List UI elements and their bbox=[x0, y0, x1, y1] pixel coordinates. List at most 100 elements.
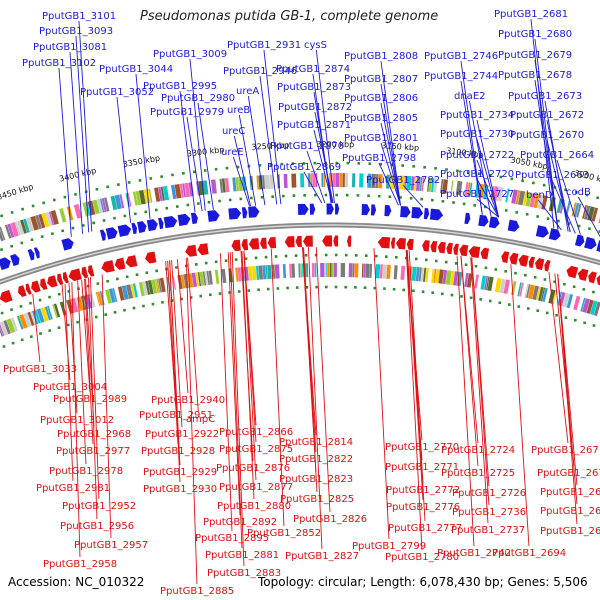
tick-mark bbox=[52, 198, 56, 202]
tick-mark bbox=[132, 306, 136, 310]
tick-mark bbox=[20, 241, 24, 245]
tick-mark bbox=[346, 161, 350, 165]
tick-mark bbox=[374, 254, 378, 258]
label-connector bbox=[556, 159, 581, 235]
gene-arrow bbox=[101, 260, 115, 273]
feature-block bbox=[52, 304, 58, 319]
feature-block bbox=[537, 194, 544, 209]
tick-mark bbox=[572, 285, 576, 289]
tick-mark bbox=[0, 214, 3, 218]
tick-mark bbox=[250, 196, 253, 200]
tick-mark bbox=[390, 163, 394, 167]
gene-label: PputGB1_2958 bbox=[43, 559, 117, 570]
gene-label: PputGB1_2798 bbox=[342, 153, 416, 164]
feature-block bbox=[423, 267, 427, 282]
tick-mark bbox=[431, 198, 434, 202]
feature-block bbox=[30, 311, 37, 325]
label-connector bbox=[308, 247, 323, 550]
tick-mark bbox=[197, 202, 200, 205]
feature-block bbox=[320, 263, 325, 278]
tick-mark bbox=[546, 217, 550, 220]
gene-arrow bbox=[377, 236, 391, 249]
gene-label: PputGB1_2875 bbox=[219, 444, 293, 455]
gene-label: PputGB1_2956 bbox=[60, 521, 134, 532]
tick-mark bbox=[260, 195, 264, 199]
gene-arrow bbox=[478, 214, 489, 227]
gene-arrow bbox=[207, 210, 220, 222]
gene-arrow bbox=[0, 289, 13, 303]
tick-mark bbox=[354, 254, 358, 257]
feature-block bbox=[289, 263, 292, 278]
gene-arrow bbox=[548, 228, 561, 241]
tick-mark bbox=[82, 224, 85, 227]
gene-arrow bbox=[453, 243, 459, 255]
tick-mark bbox=[189, 296, 193, 299]
gene-arrow bbox=[326, 203, 334, 215]
tick-mark bbox=[345, 193, 349, 197]
gene-arrow bbox=[429, 208, 444, 221]
tick-mark bbox=[38, 298, 42, 302]
tick-mark bbox=[67, 290, 71, 293]
tick-mark bbox=[292, 194, 296, 197]
gene-label: PputGB1_2995 bbox=[143, 81, 217, 92]
gene-label: PputGB1_2885 bbox=[160, 586, 234, 597]
gene-arrow bbox=[430, 240, 438, 253]
feature-block bbox=[108, 288, 116, 303]
tick-mark bbox=[450, 293, 454, 297]
tick-mark bbox=[536, 215, 539, 218]
tick-mark bbox=[467, 170, 470, 174]
tick-mark bbox=[420, 197, 424, 201]
gene-arrow bbox=[63, 271, 69, 284]
feature-block bbox=[345, 173, 349, 188]
feature-block bbox=[339, 173, 343, 188]
feature-block bbox=[41, 212, 50, 228]
tick-mark bbox=[533, 275, 537, 279]
feature-block bbox=[272, 264, 276, 279]
tick-mark bbox=[214, 167, 218, 171]
gene-label: PputGB1_2968 bbox=[57, 429, 131, 440]
feature-block bbox=[20, 219, 27, 234]
gene-arrow bbox=[302, 235, 313, 247]
gene-arrow bbox=[267, 237, 277, 249]
feature-block bbox=[326, 263, 328, 278]
accession-text: Accession: NC_010322 bbox=[8, 575, 145, 589]
tick-mark bbox=[582, 288, 586, 291]
tick-mark bbox=[598, 230, 600, 233]
feature-block bbox=[40, 307, 49, 322]
gene-label: PputGB1_3012 bbox=[40, 415, 114, 426]
tick-mark bbox=[203, 169, 207, 172]
gene-label: PputGB1_2777 bbox=[388, 523, 462, 534]
forward-gene-labels: PputGB1_3101 PputGB1_3093 PputGB1_3081 Pput… bbox=[22, 9, 594, 201]
gene-label: PputGB1_2876 bbox=[216, 463, 290, 474]
feature-block bbox=[10, 222, 19, 237]
tick-mark bbox=[364, 254, 368, 257]
gene-arrow bbox=[190, 212, 198, 225]
gene-label: PputGB1_3052 bbox=[80, 87, 154, 98]
feature-block bbox=[431, 268, 435, 283]
label-connector bbox=[476, 159, 500, 218]
tick-mark bbox=[399, 196, 402, 199]
gene-arrow bbox=[295, 235, 302, 248]
gene-arrow bbox=[322, 235, 333, 247]
gene-arrow bbox=[177, 213, 191, 226]
gene-label: PputGB1_2869 bbox=[267, 162, 341, 173]
gene-label: PputGB1_2978 bbox=[49, 466, 123, 477]
tick-mark bbox=[344, 285, 347, 289]
gene-label: ampC bbox=[186, 414, 215, 425]
tick-mark bbox=[494, 268, 498, 271]
feature-block bbox=[283, 173, 288, 189]
feature-block bbox=[157, 278, 163, 293]
feature-block bbox=[442, 269, 448, 285]
feature-block bbox=[573, 202, 580, 218]
feature-block bbox=[418, 267, 422, 282]
gene-label: PputGB1_2676 bbox=[540, 506, 600, 517]
gene-arrow bbox=[370, 204, 377, 216]
tick-mark bbox=[19, 305, 23, 308]
gene-arrow bbox=[88, 265, 95, 277]
feature-block bbox=[582, 204, 588, 219]
tick-mark bbox=[592, 324, 596, 327]
tick-mark bbox=[269, 163, 273, 166]
feature-block bbox=[59, 301, 67, 316]
gene-label: PputGB1_3081 bbox=[33, 42, 107, 53]
